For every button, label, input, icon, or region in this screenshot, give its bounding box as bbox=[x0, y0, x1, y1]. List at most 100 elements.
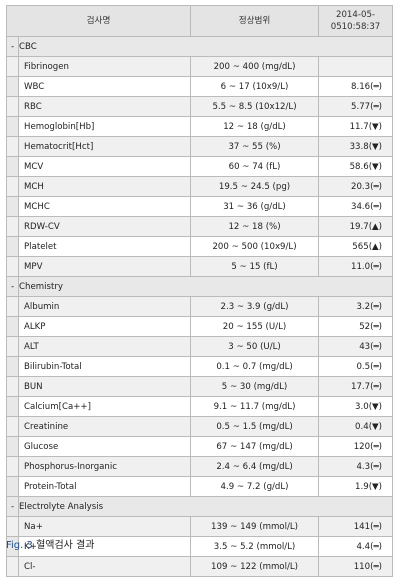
result-value-cell: 3.0(▼) bbox=[318, 396, 394, 417]
test-name-cell: Fibrinogen bbox=[17, 56, 192, 77]
normal-range-cell: 2.3 ~ 3.9 (g/dL) bbox=[190, 296, 320, 317]
section-marker: - bbox=[6, 496, 19, 517]
section-title: CBC bbox=[17, 36, 394, 57]
test-name-cell: Glucose bbox=[17, 436, 192, 457]
table-body: - CBC Fibrinogen 200 ~ 400 (mg/dL) WBC 6 ~ 17… bbox=[6, 36, 394, 577]
table-row: MCHC 31 ~ 36 (g/dL) 34.6(═) bbox=[6, 196, 394, 217]
section-gutter bbox=[6, 136, 19, 157]
result-value-cell: 565(▲) bbox=[318, 236, 394, 257]
normal-range-cell: 19.5 ~ 24.5 (pg) bbox=[190, 176, 320, 197]
normal-range-cell: 20 ~ 155 (U/L) bbox=[190, 316, 320, 337]
test-name-cell: Calcium[Ca++] bbox=[17, 396, 192, 417]
section-gutter bbox=[6, 256, 19, 277]
header-date-line2: 0510:58:37 bbox=[330, 22, 381, 32]
result-value-cell: 20.3(═) bbox=[318, 176, 394, 197]
test-name-cell: MCHC bbox=[17, 196, 192, 217]
section-gutter bbox=[6, 176, 19, 197]
caption-text: 혈액검사 결과 bbox=[36, 540, 95, 551]
table-row: RDW-CV 12 ~ 18 (%) 19.7(▲) bbox=[6, 216, 394, 237]
table-row: MCV 60 ~ 74 (fL) 58.6(▼) bbox=[6, 156, 394, 177]
test-name-cell: RDW-CV bbox=[17, 216, 192, 237]
result-value-cell: 34.6(═) bbox=[318, 196, 394, 217]
normal-range-cell: 60 ~ 74 (fL) bbox=[190, 156, 320, 177]
section-gutter bbox=[6, 316, 19, 337]
test-name-cell: Platelet bbox=[17, 236, 192, 257]
table-row: Glucose 67 ~ 147 (mg/dL) 120(═) bbox=[6, 436, 394, 457]
header-test-name: 검사명 bbox=[5, 5, 192, 37]
section-header-row: - Chemistry bbox=[6, 276, 394, 297]
section-gutter bbox=[6, 56, 19, 77]
table-row: Platelet 200 ~ 500 (10x9/L) 565(▲) bbox=[6, 236, 394, 257]
normal-range-cell: 5 ~ 15 (fL) bbox=[190, 256, 320, 277]
normal-range-cell: 139 ~ 149 (mmol/L) bbox=[190, 516, 320, 537]
normal-range-cell: 31 ~ 36 (g/dL) bbox=[190, 196, 320, 217]
table-row: Fibrinogen 200 ~ 400 (mg/dL) bbox=[6, 56, 394, 77]
table-header-row: 검사명 정상범위 2014-05- 0510:58:37 bbox=[5, 5, 394, 37]
result-value-cell: 11.0(═) bbox=[318, 256, 394, 277]
section-gutter bbox=[6, 416, 19, 437]
result-value-cell: 141(═) bbox=[318, 516, 394, 537]
test-name-cell: Cl- bbox=[17, 556, 192, 577]
result-value-cell: 4.3(═) bbox=[318, 456, 394, 477]
result-value-cell: 3.2(═) bbox=[318, 296, 394, 317]
result-value-cell: 52(═) bbox=[318, 316, 394, 337]
figure-caption: Fig. 3 혈액검사 결과 bbox=[6, 536, 94, 551]
test-name-cell: RBC bbox=[17, 96, 192, 117]
result-value-cell: 0.5(═) bbox=[318, 356, 394, 377]
result-value-cell: 5.77(═) bbox=[318, 96, 394, 117]
table-row: Na+ 139 ~ 149 (mmol/L) 141(═) bbox=[6, 516, 394, 537]
normal-range-cell: 2.4 ~ 6.4 (mg/dL) bbox=[190, 456, 320, 477]
table-row: Phosphorus-Inorganic 2.4 ~ 6.4 (mg/dL) 4.3… bbox=[6, 456, 394, 477]
section-gutter bbox=[6, 296, 19, 317]
section-gutter bbox=[6, 396, 19, 417]
result-value-cell: 11.7(▼) bbox=[318, 116, 394, 137]
table-row: RBC 5.5 ~ 8.5 (10x12/L) 5.77(═) bbox=[6, 96, 394, 117]
section-marker: - bbox=[6, 36, 19, 57]
result-value-cell bbox=[318, 56, 394, 77]
test-name-cell: MCH bbox=[17, 176, 192, 197]
result-value-cell: 110(═) bbox=[318, 556, 394, 577]
normal-range-cell: 4.9 ~ 7.2 (g/dL) bbox=[190, 476, 320, 497]
result-value-cell: 33.8(▼) bbox=[318, 136, 394, 157]
header-date: 2014-05- 0510:58:37 bbox=[318, 5, 394, 37]
test-name-cell: Hemoglobin[Hb] bbox=[17, 116, 192, 137]
section-header-row: - Electrolyte Analysis bbox=[6, 496, 394, 517]
section-gutter bbox=[6, 96, 19, 117]
table-row: Hemoglobin[Hb] 12 ~ 18 (g/dL) 11.7(▼) bbox=[6, 116, 394, 137]
section-gutter bbox=[6, 76, 19, 97]
normal-range-cell: 0.1 ~ 0.7 (mg/dL) bbox=[190, 356, 320, 377]
section-header-row: - CBC bbox=[6, 36, 394, 57]
test-name-cell: WBC bbox=[17, 76, 192, 97]
table-row: MPV 5 ~ 15 (fL) 11.0(═) bbox=[6, 256, 394, 277]
test-name-cell: Albumin bbox=[17, 296, 192, 317]
result-value-cell: 8.16(═) bbox=[318, 76, 394, 97]
test-name-cell: Creatinine bbox=[17, 416, 192, 437]
result-value-cell: 17.7(═) bbox=[318, 376, 394, 397]
section-gutter bbox=[6, 376, 19, 397]
normal-range-cell: 5 ~ 30 (mg/dL) bbox=[190, 376, 320, 397]
test-name-cell: ALKP bbox=[17, 316, 192, 337]
test-name-cell: Bilirubin-Total bbox=[17, 356, 192, 377]
section-marker: - bbox=[6, 276, 19, 297]
table-row: Cl- 109 ~ 122 (mmol/L) 110(═) bbox=[6, 556, 394, 577]
normal-range-cell: 6 ~ 17 (10x9/L) bbox=[190, 76, 320, 97]
table-row: ALT 3 ~ 50 (U/L) 43(═) bbox=[6, 336, 394, 357]
table-row: Protein-Total 4.9 ~ 7.2 (g/dL) 1.9(▼) bbox=[6, 476, 394, 497]
section-gutter bbox=[6, 476, 19, 497]
normal-range-cell: 3.5 ~ 5.2 (mmol/L) bbox=[190, 536, 320, 557]
table-row: WBC 6 ~ 17 (10x9/L) 8.16(═) bbox=[6, 76, 394, 97]
header-date-line1: 2014-05- bbox=[336, 10, 376, 20]
table-row: ALKP 20 ~ 155 (U/L) 52(═) bbox=[6, 316, 394, 337]
section-gutter bbox=[6, 436, 19, 457]
normal-range-cell: 200 ~ 400 (mg/dL) bbox=[190, 56, 320, 77]
normal-range-cell: 9.1 ~ 11.7 (mg/dL) bbox=[190, 396, 320, 417]
normal-range-cell: 109 ~ 122 (mmol/L) bbox=[190, 556, 320, 577]
result-value-cell: 43(═) bbox=[318, 336, 394, 357]
table-row: MCH 19.5 ~ 24.5 (pg) 20.3(═) bbox=[6, 176, 394, 197]
section-gutter bbox=[6, 116, 19, 137]
table-row: K+ 3.5 ~ 5.2 (mmol/L) 4.4(═) bbox=[6, 536, 394, 557]
section-title: Chemistry bbox=[17, 276, 394, 297]
section-gutter bbox=[6, 516, 19, 537]
test-name-cell: MPV bbox=[17, 256, 192, 277]
normal-range-cell: 3 ~ 50 (U/L) bbox=[190, 336, 320, 357]
